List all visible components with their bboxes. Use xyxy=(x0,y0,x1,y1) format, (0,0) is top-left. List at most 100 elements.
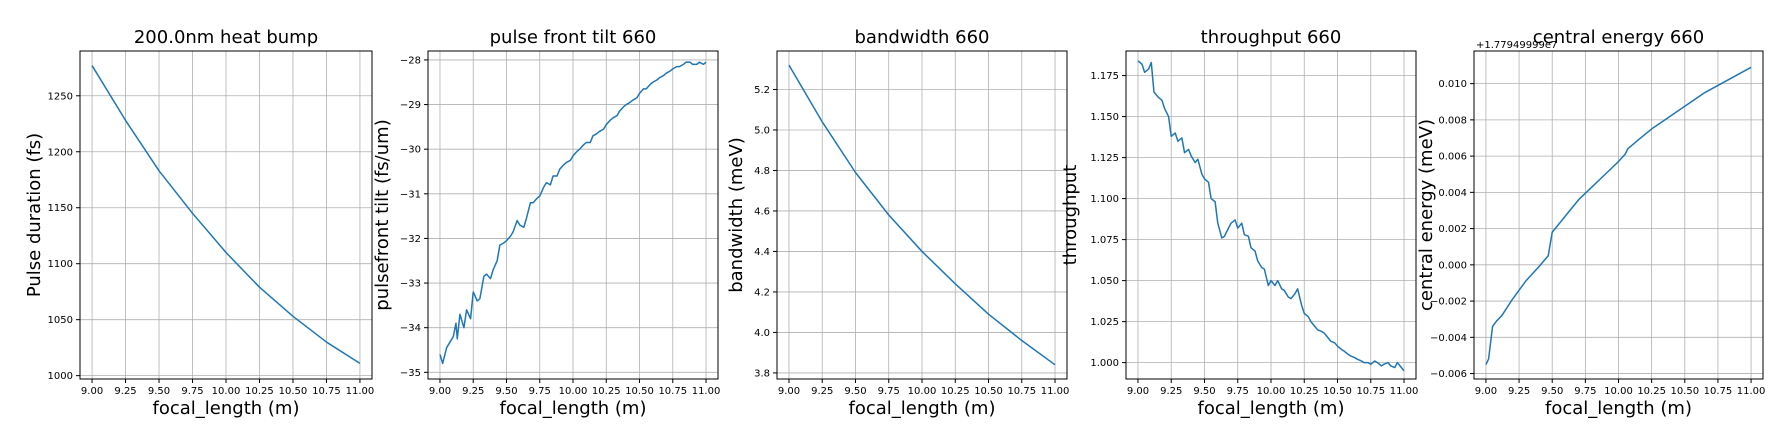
y-tick-label: 1200 xyxy=(48,147,73,158)
x-tick-label: 9.50 xyxy=(1193,386,1215,397)
x-tick-label: 9.25 xyxy=(462,386,484,397)
x-tick-label: 9.75 xyxy=(181,386,203,397)
series-line xyxy=(1485,66,1752,365)
x-tick-label: 9.75 xyxy=(1227,386,1249,397)
chart-title: central energy 660 xyxy=(1533,27,1704,48)
y-tick-label: 0.006 xyxy=(1438,152,1467,163)
y-tick-label: 1100 xyxy=(48,259,73,270)
y-tick-label: −30 xyxy=(400,145,421,156)
x-tick-label: 10.75 xyxy=(658,386,687,397)
x-tick-label: 10.25 xyxy=(592,386,621,397)
x-tick-label: 9.25 xyxy=(114,386,136,397)
subplot-5: 9.00 9.25 9.50 9.75 10.00 10.25 10.50 10.75 11.0… xyxy=(1416,27,1765,419)
x-axis-label: focal_length (m) xyxy=(153,398,300,419)
y-tick-label: 0.002 xyxy=(1438,224,1467,235)
x-tick-label: 9.50 xyxy=(495,386,517,397)
x-tick-label: 9.25 xyxy=(811,386,833,397)
x-tick-label: 11.00 xyxy=(1390,386,1419,397)
x-axis-label: focal_length (m) xyxy=(1545,398,1692,419)
y-axis-label: pulsefront tilt (fs/um) xyxy=(372,119,393,310)
y-tick-label: 1250 xyxy=(48,91,73,102)
y-tick-label: 1.125 xyxy=(1090,153,1119,164)
y-tick-label: −34 xyxy=(400,323,421,334)
y-tick-label: 4.4 xyxy=(754,247,770,258)
y-tick-label: 1000 xyxy=(48,371,73,382)
subplot-4: 9.00 9.25 9.50 9.75 10.00 10.25 10.50 10.75 11.0… xyxy=(1060,27,1418,419)
x-tick-label: 9.50 xyxy=(844,386,866,397)
x-tick-label: 9.75 xyxy=(1574,386,1596,397)
y-tick-label: 0.010 xyxy=(1438,79,1467,90)
x-tick-label: 9.00 xyxy=(1127,386,1149,397)
y-tick-label: 1.000 xyxy=(1090,358,1119,369)
x-tick-label: 10.00 xyxy=(1257,386,1286,397)
x-tick-label: 10.75 xyxy=(1007,386,1036,397)
chart-title: pulse front tilt 660 xyxy=(490,27,657,48)
series-line xyxy=(439,61,707,365)
y-tick-label: 3.8 xyxy=(754,368,770,379)
y-tick-label: 4.8 xyxy=(754,166,770,177)
y-tick-label: 4.2 xyxy=(754,287,770,298)
series-line xyxy=(91,65,361,364)
x-tick-label: 9.50 xyxy=(148,386,170,397)
x-tick-label: 9.75 xyxy=(529,386,551,397)
y-tick-label: 1.050 xyxy=(1090,276,1119,287)
series-line xyxy=(1137,60,1405,372)
y-axis-label: bandwidth (meV) xyxy=(726,137,747,293)
x-tick-label: 9.25 xyxy=(1508,386,1530,397)
y-tick-label: 1050 xyxy=(48,315,73,326)
subplot-1: 9.00 9.25 9.50 9.75 10.00 10.25 10.50 10.75 11.0… xyxy=(24,27,374,419)
x-tick-label: 10.00 xyxy=(908,386,937,397)
y-tick-label: 1.175 xyxy=(1090,71,1119,82)
x-tick-label: 9.25 xyxy=(1160,386,1182,397)
x-tick-label: 11.00 xyxy=(692,386,721,397)
x-tick-label: 9.00 xyxy=(81,386,103,397)
x-axis-label: focal_length (m) xyxy=(500,398,647,419)
x-tick-label: 11.00 xyxy=(1737,386,1766,397)
x-tick-label: 10.25 xyxy=(245,386,274,397)
x-axis-label: focal_length (m) xyxy=(849,398,996,419)
y-tick-label: 4.6 xyxy=(754,206,770,217)
subplot-3: 9.00 9.25 9.50 9.75 10.00 10.25 10.50 10.75 11.0… xyxy=(726,27,1069,419)
x-tick-label: 10.50 xyxy=(625,386,654,397)
x-tick-label: 10.50 xyxy=(279,386,308,397)
y-tick-label: 0.004 xyxy=(1438,188,1467,199)
x-tick-label: 10.50 xyxy=(1323,386,1352,397)
y-tick-label: −0.002 xyxy=(1430,297,1467,308)
x-tick-label: 10.50 xyxy=(974,386,1003,397)
x-tick-label: 9.50 xyxy=(1541,386,1563,397)
y-tick-label: −32 xyxy=(400,234,421,245)
x-tick-label: 10.75 xyxy=(1356,386,1385,397)
y-tick-label: 1.075 xyxy=(1090,235,1119,246)
series-line xyxy=(788,64,1056,366)
y-tick-label: 4.0 xyxy=(754,328,770,339)
y-tick-label: −0.006 xyxy=(1430,369,1467,380)
y-tick-label: 1.150 xyxy=(1090,112,1119,123)
x-axis-label: focal_length (m) xyxy=(1198,398,1345,419)
x-tick-label: 10.50 xyxy=(1670,386,1699,397)
x-tick-label: 10.00 xyxy=(1604,386,1633,397)
y-tick-label: −35 xyxy=(400,368,421,379)
y-tick-label: −28 xyxy=(400,55,421,66)
x-tick-label: 10.00 xyxy=(212,386,241,397)
x-tick-label: 11.00 xyxy=(1041,386,1070,397)
x-tick-label: 10.25 xyxy=(941,386,970,397)
chart-title: throughput 660 xyxy=(1201,27,1342,48)
y-tick-label: −0.004 xyxy=(1430,333,1467,344)
subplot-2: 9.00 9.25 9.50 9.75 10.00 10.25 10.50 10.75 11.0… xyxy=(372,27,720,419)
y-tick-label: 5.2 xyxy=(754,85,770,96)
x-tick-label: 10.75 xyxy=(1704,386,1733,397)
y-axis-label: Pulse duration (fs) xyxy=(24,133,45,297)
chart-title: 200.0nm heat bump xyxy=(134,27,318,48)
x-tick-label: 9.75 xyxy=(878,386,900,397)
y-tick-label: 1.100 xyxy=(1090,194,1119,205)
x-tick-label: 10.25 xyxy=(1637,386,1666,397)
x-tick-label: 9.00 xyxy=(778,386,800,397)
y-axis-label: central energy (meV) xyxy=(1416,119,1437,311)
y-tick-label: 0.000 xyxy=(1438,260,1467,271)
chart-title: bandwidth 660 xyxy=(855,27,990,48)
y-tick-label: −31 xyxy=(400,189,421,200)
x-tick-label: 9.00 xyxy=(1475,386,1497,397)
x-tick-label: 9.00 xyxy=(429,386,451,397)
x-tick-label: 10.75 xyxy=(312,386,341,397)
